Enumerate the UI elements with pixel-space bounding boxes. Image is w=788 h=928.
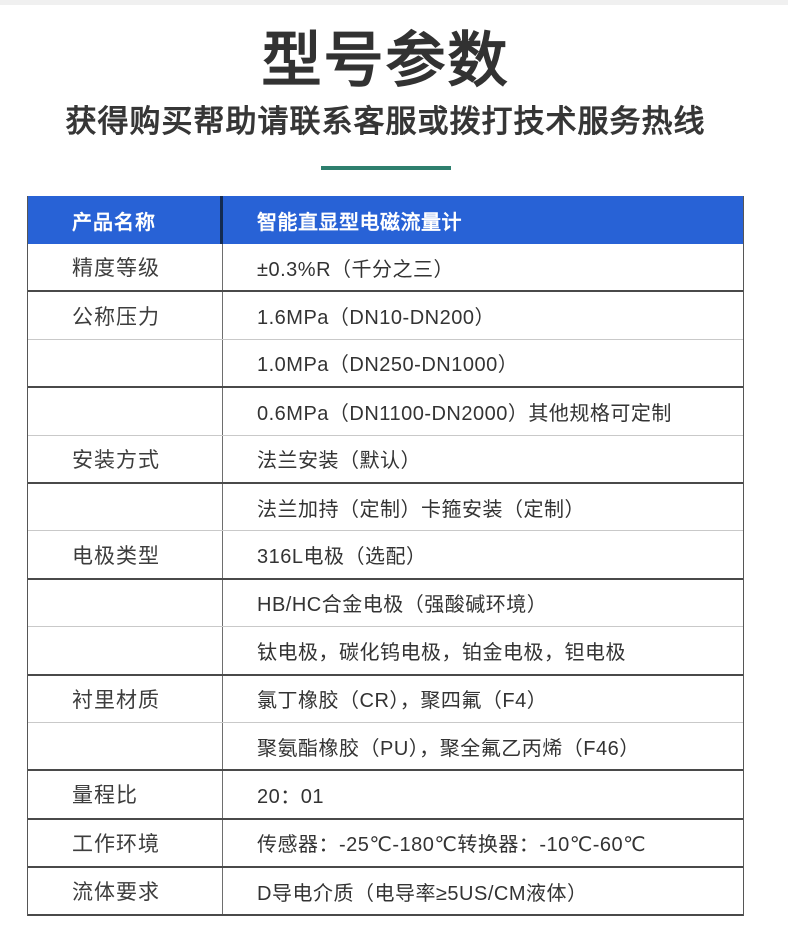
row-value: 传感器：-25℃-180℃转换器：-10℃-60℃ [257, 834, 647, 857]
table-header-row: 产品名称 智能直显型电磁流量计 [28, 196, 743, 244]
table-row: 公称压力 1.6MPa（DN10-DN200） [28, 292, 743, 340]
row-value: 0.6MPa（DN1100-DN2000）其他规格可定制 [257, 402, 672, 425]
row-label: 安装方式 [28, 435, 223, 482]
page-content: 型号参数 获得购买帮助请联系客服或拨打技术服务热线 产品名称 智能直显型电磁流量… [27, 27, 744, 917]
table-body: 精度等级 ±0.3%R（千分之三） 公称压力 1.6MPa（DN10-DN200… [28, 244, 743, 917]
table-row: 1.0MPa（DN250-DN1000） [28, 339, 743, 389]
row-label: 精度等级 [28, 244, 223, 291]
row-label [28, 388, 223, 435]
row-label: 公称压力 [28, 292, 223, 339]
table-row: 安装方式 法兰安装（默认） [28, 435, 743, 484]
row-label: 流体要求 [28, 868, 223, 915]
row-label: 衬里材质 [28, 675, 223, 722]
table-row: 量程比 20：01 [28, 771, 743, 820]
row-label [28, 483, 223, 531]
row-value: 钛电极，碳化钨电极，铂金电极，钽电极 [257, 641, 626, 664]
spec-table: 产品名称 智能直显型电磁流量计 精度等级 ±0.3%R（千分之三） 公称压力 1… [27, 196, 744, 917]
row-value: 316L电极（选配） [257, 546, 427, 569]
row-label: 电极类型 [28, 531, 223, 578]
page-title: 型号参数 [261, 27, 510, 94]
table-row: HB/HC合金电极（强酸碱环境） [28, 579, 743, 628]
accent-underline [320, 166, 451, 170]
table-row: 聚氨酯橡胶（PU），聚全氟乙丙烯（F46） [28, 722, 743, 772]
row-value: 法兰安装（默认） [257, 450, 421, 473]
row-value: ±0.3%R（千分之三） [257, 258, 455, 281]
row-label [28, 339, 223, 387]
page-subtitle: 获得购买帮助请联系客服或拨打技术服务热线 [65, 104, 706, 139]
row-value: 20：01 [257, 785, 324, 808]
row-value: 1.6MPa（DN10-DN200） [257, 307, 495, 330]
table-row: 工作环境 传感器：-25℃-180℃转换器：-10℃-60℃ [28, 819, 743, 869]
row-value: 聚氨酯橡胶（PU），聚全氟乙丙烯（F46） [257, 737, 640, 760]
row-label [28, 722, 223, 770]
top-gray-strip [0, 0, 788, 5]
row-value: 法兰加持（定制）卡箍安装（定制） [257, 498, 585, 521]
row-value: HB/HC合金电极（强酸碱环境） [257, 594, 548, 617]
row-label: 工作环境 [28, 819, 223, 867]
table-header-label: 产品名称 [28, 196, 223, 244]
table-row: 0.6MPa（DN1100-DN2000）其他规格可定制 [28, 388, 743, 436]
table-row: 钛电极，碳化钨电极，铂金电极，钽电极 [28, 627, 743, 676]
table-row: 电极类型 316L电极（选配） [28, 531, 743, 580]
table-row: 衬里材质 氯丁橡胶（CR），聚四氟（F4） [28, 675, 743, 723]
row-value: 1.0MPa（DN250-DN1000） [257, 354, 519, 377]
table-header-value: 智能直显型电磁流量计 [257, 211, 462, 234]
row-value: D导电介质（电导率≥5US/CM液体） [257, 882, 588, 905]
row-value: 氯丁橡胶（CR），聚四氟（F4） [257, 690, 548, 713]
table-row: 流体要求 D导电介质（电导率≥5US/CM液体） [28, 868, 743, 917]
table-row: 精度等级 ±0.3%R（千分之三） [28, 244, 743, 293]
row-label [28, 627, 223, 674]
table-row: 法兰加持（定制）卡箍安装（定制） [28, 483, 743, 532]
row-label: 量程比 [28, 771, 223, 818]
row-label [28, 579, 223, 627]
